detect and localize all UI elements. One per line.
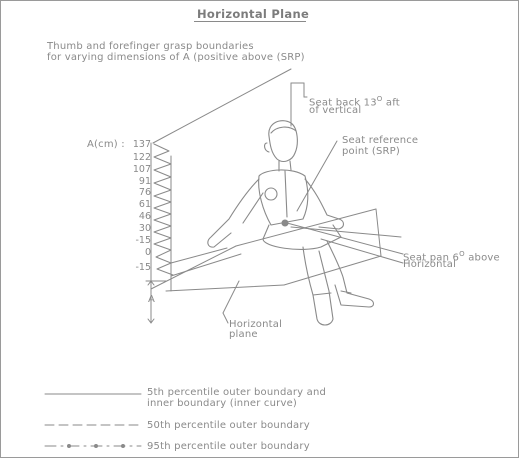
axis-tick: 137: [132, 139, 151, 150]
diagram-title: Horizontal Plane: [197, 7, 310, 21]
seat-back-text: Seat back 13: [309, 97, 377, 109]
seated-figure: [207, 120, 375, 326]
seat-pan-label: Seat pan 6O above: [403, 249, 500, 263]
seat-pan-degree: O: [459, 250, 465, 258]
legend-solid-line-2: inner boundary (inner curve): [147, 398, 298, 409]
leader-lines: [222, 140, 338, 324]
axis-label: A(cm) :: [87, 139, 125, 150]
axis-tick: 76: [138, 187, 151, 198]
axis-tick: 91: [138, 176, 151, 187]
axis-tick: 122: [132, 152, 151, 163]
seat-back-degree: O: [376, 95, 383, 103]
axis-tick: -15: [135, 262, 151, 273]
seat-back-label-2: of vertical: [309, 105, 362, 116]
horizontal-plane-label-2: plane: [229, 329, 258, 340]
axis-tick: 61: [138, 199, 151, 210]
legend-dashdot-label: 95th percentile outer boundary: [147, 441, 310, 452]
axis-tick: 46: [138, 211, 151, 222]
boundary-curves: [153, 143, 174, 276]
legend-dashed-label: 50th percentile outer boundary: [147, 420, 310, 431]
axis-tick: 30: [138, 223, 151, 234]
seat-pan-label-2: Horizontal: [403, 259, 457, 270]
srp-label-1: Seat reference: [342, 135, 419, 146]
axis-tick: 0: [144, 247, 151, 258]
title-underline: [194, 21, 306, 22]
seat-pan-lines: [286, 222, 404, 264]
axis-tick: -15: [135, 235, 151, 246]
dimension-a-marker: [145, 280, 167, 324]
subtitle-line-1: Thumb and forefinger grasp boundaries: [47, 41, 254, 52]
subtitle-line-2: for varying dimensions of A (positive ab…: [47, 52, 305, 63]
seat-back-aft: aft: [385, 97, 400, 109]
axis-tick: 107: [132, 164, 151, 175]
seat-pan-text: Seat pan 6: [403, 252, 460, 264]
grid-lines: [150, 68, 382, 292]
seat-back-marker: [290, 82, 308, 127]
legend-lines: [44, 393, 142, 448]
seat-pan-above: above: [468, 252, 500, 264]
legend-dashdot-line: [44, 444, 142, 448]
srp-label-2: point (SRP): [342, 146, 401, 157]
seat-back-label: Seat back 13O aft: [309, 94, 400, 108]
legend-solid-line-1: 5th percentile outer boundary and: [147, 387, 327, 398]
horizontal-plane-label-1: Horizontal: [229, 319, 283, 330]
